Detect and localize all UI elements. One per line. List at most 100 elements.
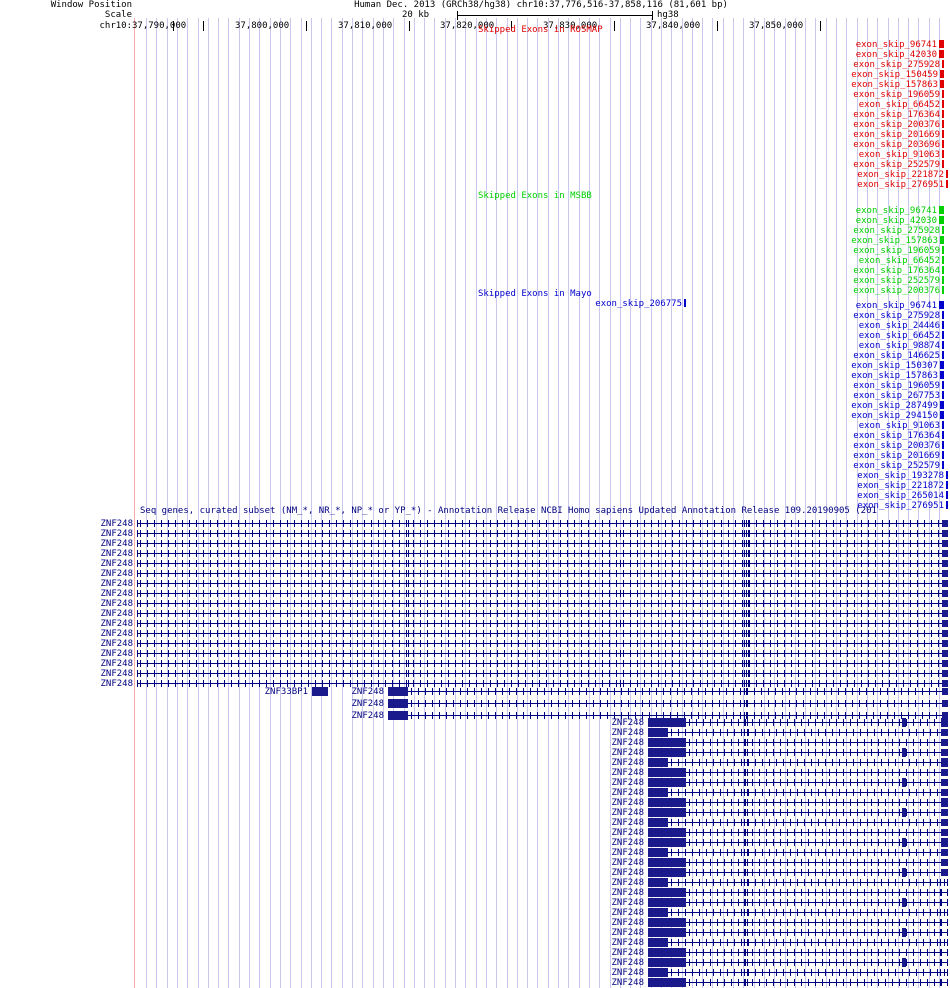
gene-exon[interactable] <box>942 688 948 695</box>
gene-exon[interactable] <box>941 729 948 736</box>
gene-exon[interactable] <box>942 550 948 557</box>
gene-label[interactable]: ZNF248 <box>100 569 133 579</box>
gene-exon[interactable] <box>648 868 686 877</box>
gene-exon[interactable] <box>648 788 668 797</box>
exon-skip-feature[interactable]: exon_skip_42030 <box>856 50 944 60</box>
gene-exon[interactable] <box>942 580 948 587</box>
track-title-rosmap[interactable]: Skipped Exons in ROSMAP <box>478 25 603 35</box>
gene-exon[interactable] <box>941 769 948 776</box>
gene-label[interactable]: ZNF248 <box>611 948 644 958</box>
exon-skip-feature[interactable]: exon_skip_294150 <box>851 411 944 421</box>
gene-label[interactable]: ZNF248 <box>100 599 133 609</box>
exon-skip-block[interactable] <box>940 236 944 244</box>
exon-skip-block[interactable] <box>940 361 944 369</box>
gene-exon[interactable] <box>941 849 948 856</box>
exon-skip-feature[interactable]: exon_skip_200376 <box>853 441 944 451</box>
gene-exon[interactable] <box>902 718 906 727</box>
gene-exon[interactable] <box>942 520 948 527</box>
exon-skip-feature[interactable]: exon_skip_157863 <box>851 80 944 90</box>
gene-label[interactable]: ZNF248 <box>351 711 384 721</box>
track-title-msbb[interactable]: Skipped Exons in MSBB <box>478 191 592 201</box>
gene-exon[interactable] <box>648 908 668 917</box>
gene-exon[interactable] <box>942 570 948 577</box>
exon-skip-feature[interactable]: exon_skip_267753 <box>853 391 944 401</box>
gene-exon[interactable] <box>648 728 668 737</box>
gene-exon[interactable] <box>941 758 948 767</box>
exon-skip-block[interactable] <box>946 481 948 489</box>
exon-skip-block[interactable] <box>942 381 944 389</box>
exon-skip-block[interactable] <box>939 206 944 214</box>
exon-skip-block[interactable] <box>946 471 948 479</box>
gene-label[interactable]: ZNF248 <box>611 908 644 918</box>
gene-exon[interactable] <box>942 530 948 537</box>
gene-exon[interactable] <box>648 828 686 837</box>
exon-skip-block[interactable] <box>942 150 944 158</box>
gene-exon[interactable] <box>941 809 948 816</box>
exon-skip-block[interactable] <box>940 411 944 419</box>
exon-skip-block[interactable] <box>946 491 948 499</box>
exon-skip-feature[interactable]: exon_skip_150307 <box>851 361 944 371</box>
gene-exon[interactable] <box>648 938 668 947</box>
gene-exon[interactable] <box>902 928 906 937</box>
gene-exon[interactable] <box>648 758 668 767</box>
exon-skip-feature[interactable]: exon_skip_42030 <box>856 216 944 226</box>
exon-skip-feature[interactable]: exon_skip_66452 <box>859 256 944 266</box>
gene-exon[interactable] <box>941 819 948 826</box>
exon-skip-block[interactable] <box>942 321 944 329</box>
gene-label[interactable]: ZNF248 <box>611 718 644 728</box>
gene-exon[interactable] <box>942 680 948 687</box>
gene-exon[interactable] <box>942 712 948 719</box>
gene-exon[interactable] <box>941 789 948 796</box>
gene-exon[interactable] <box>942 610 948 617</box>
exon-skip-block[interactable] <box>942 110 944 118</box>
gene-label[interactable]: ZNF248 <box>100 669 133 679</box>
gene-exon[interactable] <box>648 768 686 777</box>
exon-skip-feature[interactable]: exon_skip_252579 <box>853 160 944 170</box>
gene-exon[interactable] <box>648 858 686 867</box>
gene-label[interactable]: ZNF248 <box>611 978 644 988</box>
gene-exon[interactable] <box>388 711 408 720</box>
gene-label[interactable]: ZNF248 <box>611 968 644 978</box>
gene-label[interactable]: ZNF248 <box>100 579 133 589</box>
exon-skip-block[interactable] <box>942 276 944 284</box>
exon-skip-feature[interactable]: exon_skip_96741 <box>856 206 944 216</box>
exon-skip-block[interactable] <box>942 451 944 459</box>
exon-skip-block[interactable] <box>942 60 944 68</box>
gene-exon[interactable] <box>941 838 948 847</box>
exon-skip-feature[interactable]: exon_skip_196059 <box>853 90 944 100</box>
gene-label[interactable]: ZNF248 <box>611 758 644 768</box>
gene-exon[interactable] <box>648 748 686 757</box>
gene-exon[interactable] <box>942 640 948 647</box>
gene-exon[interactable] <box>648 928 686 937</box>
gene-exon[interactable] <box>648 718 686 727</box>
exon-skip-feature[interactable]: exon_skip_146625 <box>853 351 944 361</box>
gene-exon[interactable] <box>942 540 948 547</box>
gene-label[interactable]: ZNF248 <box>611 858 644 868</box>
exon-skip-block[interactable] <box>946 170 948 178</box>
gene-exon[interactable] <box>648 778 686 787</box>
exon-skip-block[interactable] <box>940 401 944 409</box>
gene-label[interactable]: ZNF248 <box>611 748 644 758</box>
exon-skip-block[interactable] <box>942 331 944 339</box>
exon-skip-feature[interactable]: exon_skip_91063 <box>859 421 944 431</box>
exon-skip-feature[interactable]: exon_skip_176364 <box>853 431 944 441</box>
track-title-refseq[interactable]: Seq genes, curated subset (NM_*, NR_*, N… <box>140 506 877 516</box>
gene-exon[interactable] <box>941 779 948 786</box>
track-title-mayo[interactable]: Skipped Exons in Mayo <box>478 289 592 299</box>
exon-skip-block[interactable] <box>939 40 944 48</box>
gene-label[interactable]: ZNF248 <box>611 818 644 828</box>
gene-exon[interactable] <box>902 748 906 757</box>
gene-exon[interactable] <box>942 560 948 567</box>
exon-skip-feature[interactable]: exon_skip_176364 <box>853 110 944 120</box>
gene-exon[interactable] <box>902 868 906 877</box>
gene-exon[interactable] <box>942 600 948 607</box>
exon-skip-block[interactable] <box>942 391 944 399</box>
exon-skip-feature[interactable]: exon_skip_252579 <box>853 276 944 286</box>
exon-skip-block[interactable] <box>940 80 944 88</box>
gene-label[interactable]: ZNF248 <box>100 519 133 529</box>
gene-exon[interactable] <box>941 859 948 866</box>
exon-skip-block[interactable] <box>684 299 686 307</box>
gene-exon[interactable] <box>942 700 948 707</box>
exon-skip-feature[interactable]: exon_skip_275928 <box>853 60 944 70</box>
gene-exon[interactable] <box>902 778 906 787</box>
